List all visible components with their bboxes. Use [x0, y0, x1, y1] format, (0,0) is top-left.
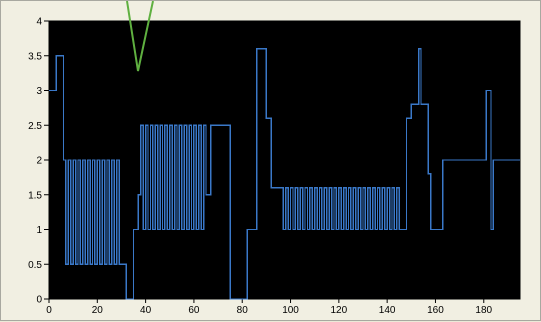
x-tick-label: 160	[427, 305, 444, 316]
y-tick-label: 3.5	[28, 51, 42, 62]
x-tick-label: 120	[331, 305, 348, 316]
x-tick-label: 140	[379, 305, 396, 316]
annotation-arrow	[126, 1, 154, 72]
y-tick-label: 1	[36, 225, 42, 236]
annotation-layer	[126, 1, 154, 72]
x-tick-label: 100	[282, 305, 299, 316]
plot-area	[48, 20, 521, 300]
y-tick-label: 2	[36, 156, 42, 167]
x-tick-label: 180	[475, 305, 492, 316]
x-axis: 0 20 40 60 80 100 120 140 160 180	[46, 299, 493, 316]
y-tick-label: 3	[36, 86, 42, 97]
y-tick-label: 2.5	[28, 121, 42, 132]
y-tick-label: 0.5	[28, 260, 42, 271]
y-tick-label: 4	[36, 17, 42, 28]
series-line-0	[49, 48, 520, 300]
x-tick-label: 60	[188, 305, 200, 316]
x-tick-label: 40	[140, 305, 152, 316]
series-layer	[49, 48, 520, 300]
y-axis: 0 0.5 1 1.5 2 2.5 3 3.5 4	[28, 17, 49, 306]
plot-background	[48, 20, 521, 300]
y-tick-label: 1.5	[28, 190, 42, 201]
x-tick-label: 20	[92, 305, 104, 316]
y-tick-label: 0	[36, 295, 42, 306]
x-tick-label: 0	[46, 305, 52, 316]
x-tick-label: 80	[237, 305, 249, 316]
